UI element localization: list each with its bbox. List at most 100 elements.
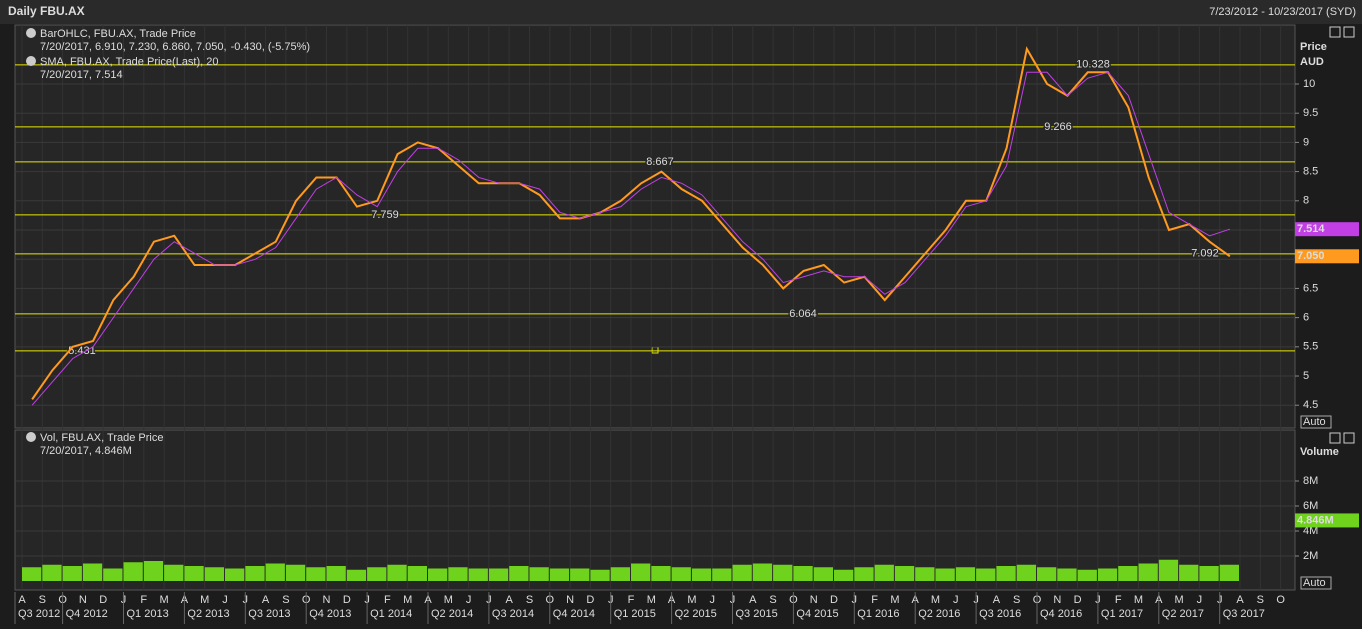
y-tick-label: 5.5 [1303, 341, 1318, 353]
volume-bar [915, 567, 935, 581]
volume-bar [428, 568, 448, 581]
quarter-label: Q2 2014 [431, 608, 473, 620]
x-tick-label: N [566, 594, 574, 606]
volume-bar [123, 562, 143, 581]
volume-bar [996, 566, 1016, 581]
axis-title: Volume [1300, 446, 1339, 458]
y-tick-label: 8.5 [1303, 166, 1318, 178]
legend-icon [26, 28, 36, 38]
x-tick-label: M [890, 594, 899, 606]
x-tick-label: A [1236, 594, 1244, 606]
axis-title: Price [1300, 41, 1327, 53]
x-tick-label: S [282, 594, 289, 606]
volume-bar [1179, 564, 1199, 581]
close-button[interactable] [1343, 26, 1355, 38]
quarter-label: Q3 2014 [492, 608, 534, 620]
x-tick-label: S [39, 594, 46, 606]
x-tick-label: D [343, 594, 351, 606]
auto-button[interactable] [1300, 415, 1332, 429]
x-tick-label: A [506, 594, 514, 606]
volume-bar [671, 567, 691, 581]
volume-bar [590, 569, 610, 581]
volume-bar [1016, 564, 1036, 581]
last-value-box [1295, 513, 1359, 528]
quarter-label: Q3 2017 [1223, 608, 1265, 620]
axis-unit: AUD [1300, 56, 1324, 68]
volume-bar [732, 564, 752, 581]
last-value-label: 7.514 [1297, 223, 1325, 235]
chart-title: Daily FBU.AX [8, 4, 85, 18]
x-tick-label: J [953, 594, 959, 606]
x-tick-label: D [586, 594, 594, 606]
volume-bar [184, 566, 204, 581]
y-tick-label: 6.5 [1303, 282, 1318, 294]
volume-bar [143, 561, 164, 581]
volume-bar [813, 567, 833, 581]
x-tick-label: J [1197, 594, 1203, 606]
x-tick-label: J [466, 594, 472, 606]
volume-bar [834, 569, 854, 581]
x-tick-label: F [871, 594, 878, 606]
volume-bar [549, 568, 570, 581]
close-button[interactable] [1343, 432, 1355, 444]
y-tick-label: 6M [1303, 500, 1318, 512]
volume-bar [103, 568, 123, 581]
volume-panel [14, 429, 1296, 591]
volume-bar [62, 566, 82, 581]
level-label: 7.092 [1191, 248, 1219, 260]
x-tick-label: N [323, 594, 331, 606]
x-tick-label: F [628, 594, 635, 606]
price-line [31, 71, 1231, 406]
volume-bar [42, 564, 62, 581]
volume-bar [1118, 566, 1138, 581]
volume-bar [488, 568, 509, 581]
volume-bar [752, 563, 773, 581]
x-tick-label: M [403, 594, 412, 606]
x-tick-label: A [749, 594, 757, 606]
volume-bar [631, 563, 651, 581]
x-tick-label: M [444, 594, 453, 606]
legend-detail: 7/20/2017, 4.846M [40, 445, 132, 457]
level-label: 7.759 [371, 209, 399, 221]
legend-title: SMA, FBU.AX, Trade Price(Last), 20 [40, 56, 219, 68]
x-tick-label: A [262, 594, 270, 606]
quarter-label: Q2 2013 [187, 608, 229, 620]
x-tick-label: M [1175, 594, 1184, 606]
volume-bar [854, 567, 874, 581]
quarter-label: Q1 2013 [127, 608, 169, 620]
quarter-label: Q1 2015 [614, 608, 656, 620]
volume-bar [387, 564, 407, 581]
volume-bar [1138, 563, 1158, 581]
volume-bar [367, 567, 387, 581]
x-tick-label: S [1257, 594, 1264, 606]
quarter-label: Q4 2012 [66, 608, 108, 620]
auto-button[interactable] [1300, 576, 1332, 590]
volume-bar [712, 568, 732, 581]
volume-bar [225, 568, 245, 581]
last-value-label: 7.050 [1297, 250, 1325, 262]
volume-bar [1219, 564, 1239, 581]
quarter-label: Q2 2016 [918, 608, 960, 620]
x-tick-label: F [1115, 594, 1122, 606]
legend-detail: 7/20/2017, 6.910, 7.230, 6.860, 7.050, [40, 41, 227, 53]
volume-bar [529, 567, 549, 581]
last-value-label: 4.846M [1297, 514, 1334, 526]
quarter-label: Q1 2017 [1101, 608, 1143, 620]
quarter-label: Q2 2017 [1162, 608, 1204, 620]
last-value-box [1295, 249, 1359, 264]
x-tick-label: S [526, 594, 533, 606]
volume-bar [1077, 569, 1097, 581]
y-tick-label: 2M [1303, 550, 1318, 562]
quarter-label: Q4 2015 [796, 608, 838, 620]
volume-bar [1158, 559, 1179, 581]
volume-bar [448, 567, 468, 581]
volume-bar [326, 566, 346, 581]
volume-bar [1057, 568, 1077, 581]
legend-detail: 7/20/2017, 7.514 [40, 69, 123, 81]
maximize-button[interactable] [1329, 26, 1341, 38]
volume-bar [874, 564, 894, 581]
level-label: 9.266 [1044, 121, 1072, 133]
maximize-button[interactable] [1329, 432, 1341, 444]
quarter-label: Q1 2014 [370, 608, 412, 620]
